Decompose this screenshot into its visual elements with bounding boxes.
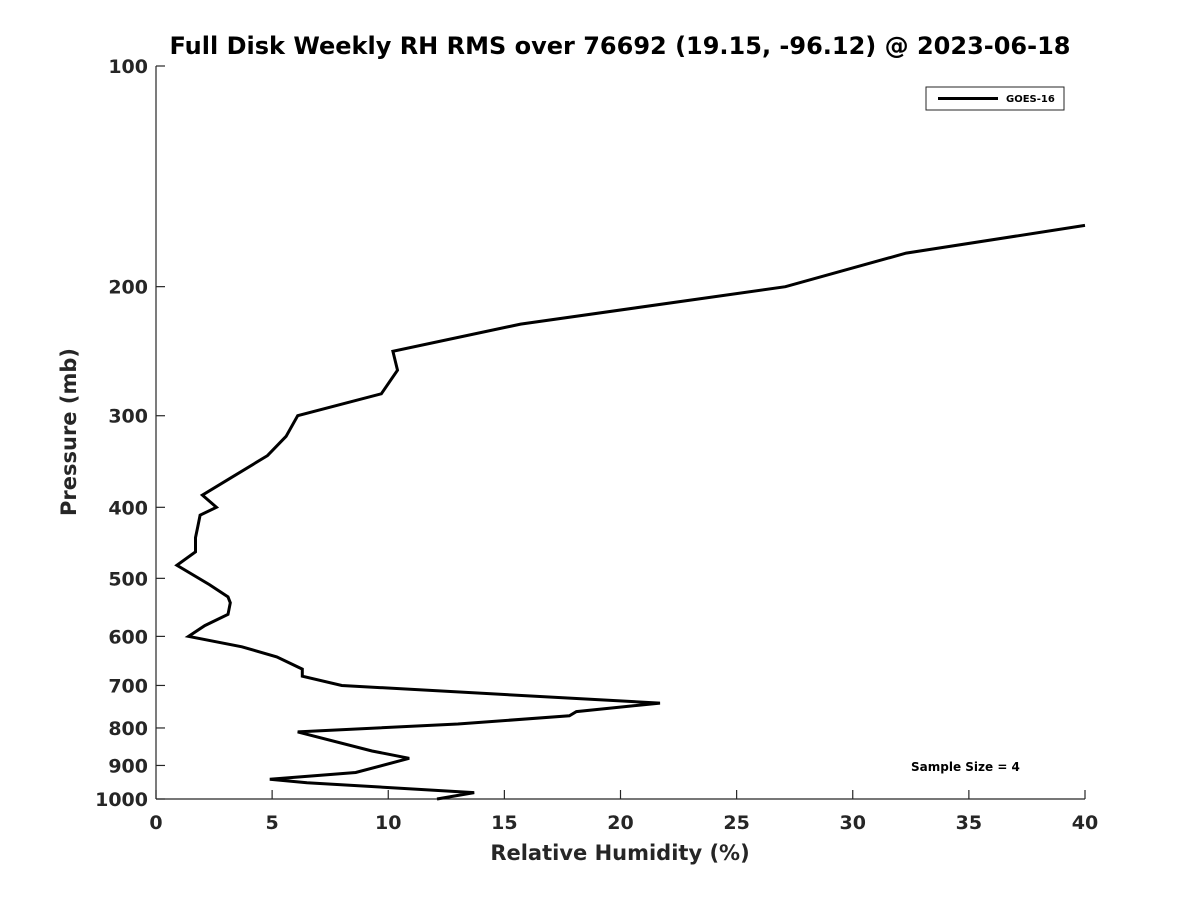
y-tick-label: 800	[108, 718, 148, 740]
y-tick-label: 300	[108, 406, 148, 428]
y-tick-label: 500	[108, 568, 148, 590]
y-axis-label: Pressure (mb)	[57, 348, 81, 516]
y-tick-label: 1000	[95, 789, 148, 811]
sample-size-annotation: Sample Size = 4	[911, 760, 1020, 774]
y-tick-label: 900	[108, 755, 148, 777]
y-tick-label: 400	[108, 497, 148, 519]
legend-label: GOES-16	[1006, 94, 1055, 105]
y-tick-label: 600	[108, 626, 148, 648]
x-tick-label: 40	[1072, 812, 1098, 834]
x-tick-label: 5	[266, 812, 279, 834]
y-tick-label: 100	[108, 56, 148, 78]
x-axis-label: Relative Humidity (%)	[490, 841, 749, 865]
y-ticks: 100 200 300 400 500 600 700 800 900 1000	[95, 56, 165, 811]
x-tick-label: 35	[956, 812, 982, 834]
x-ticks: 0 5 10 15 20 25 30 35 40	[149, 790, 1098, 834]
legend: GOES-16	[925, 86, 1065, 111]
x-tick-label: 0	[149, 812, 162, 834]
x-tick-label: 25	[723, 812, 749, 834]
series-line-goes-16	[174, 223, 1086, 801]
x-tick-label: 20	[607, 812, 633, 834]
y-tick-label: 200	[108, 277, 148, 299]
x-tick-label: 30	[840, 812, 866, 834]
x-tick-label: 15	[491, 812, 517, 834]
y-tick-label: 700	[108, 675, 148, 697]
chart-title: Full Disk Weekly RH RMS over 76692 (19.1…	[169, 32, 1070, 60]
x-tick-label: 10	[375, 812, 401, 834]
